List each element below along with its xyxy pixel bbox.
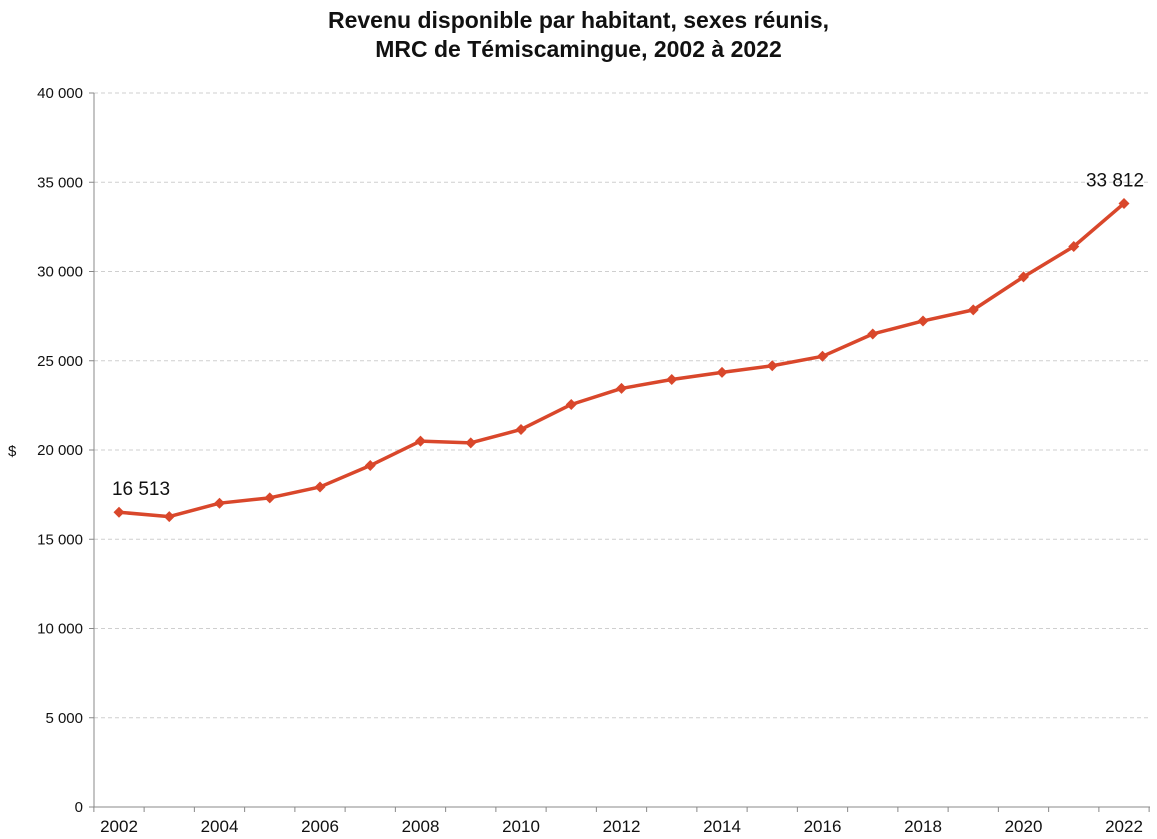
x-tick-label: 2008 bbox=[402, 817, 440, 836]
x-tick-label: 2016 bbox=[804, 817, 842, 836]
x-tick-label: 2012 bbox=[603, 817, 641, 836]
data-point bbox=[515, 423, 527, 435]
x-tick-label: 2002 bbox=[100, 817, 138, 836]
data-point bbox=[716, 366, 728, 378]
x-tick-label: 2018 bbox=[904, 817, 942, 836]
y-tick-label: 0 bbox=[75, 799, 83, 816]
y-axis-label: $ bbox=[8, 443, 17, 460]
y-tick-label: 20 000 bbox=[37, 442, 83, 459]
data-labels: 16 513 33 812 bbox=[112, 170, 1144, 500]
data-point bbox=[817, 350, 828, 362]
y-tick-label: 30 000 bbox=[37, 264, 83, 281]
data-point bbox=[616, 382, 627, 394]
y-tick-label: 25 000 bbox=[37, 353, 83, 370]
y-axis-ticks: 0 5 000 10 000 15 000 20 000 25 000 30 000 35 0… bbox=[37, 85, 94, 816]
data-point bbox=[314, 481, 326, 493]
data-label: 33 812 bbox=[1086, 170, 1144, 191]
data-point bbox=[113, 506, 125, 518]
y-tick-label: 5 000 bbox=[45, 710, 83, 727]
data-point bbox=[163, 511, 175, 523]
data-point bbox=[1068, 241, 1080, 253]
x-axis-ticks: 2002 2004 2006 2008 2010 2012 2014 2016 2018 2020… bbox=[93, 807, 1150, 836]
data-point bbox=[415, 435, 426, 447]
y-tick-label: 35 000 bbox=[37, 174, 83, 191]
gridlines bbox=[94, 92, 1150, 719]
data-point bbox=[364, 460, 376, 472]
y-tick-label: 10 000 bbox=[37, 621, 83, 638]
series-layer bbox=[113, 197, 1130, 523]
data-point bbox=[666, 373, 678, 385]
x-tick-label: 2020 bbox=[1005, 817, 1043, 836]
x-tick-label: 2022 bbox=[1105, 817, 1143, 836]
data-point bbox=[1018, 271, 1029, 283]
data-point bbox=[565, 398, 577, 410]
y-tick-label: 15 000 bbox=[37, 531, 83, 548]
x-tick-label: 2004 bbox=[201, 817, 239, 836]
data-point bbox=[967, 304, 979, 316]
chart-title-line-2: MRC de Témiscamingue, 2002 à 2022 bbox=[375, 36, 782, 62]
data-point bbox=[766, 360, 778, 372]
data-point bbox=[917, 315, 929, 327]
series-line bbox=[118, 202, 1126, 519]
y-tick-label: 40 000 bbox=[37, 85, 83, 102]
data-label: 16 513 bbox=[112, 479, 170, 500]
x-tick-label: 2006 bbox=[301, 817, 339, 836]
chart-title: Revenu disponible par habitant, sexes ré… bbox=[0, 6, 1157, 64]
data-point bbox=[465, 437, 477, 449]
data-point bbox=[214, 497, 225, 509]
x-tick-label: 2014 bbox=[703, 817, 741, 836]
data-point bbox=[264, 492, 276, 504]
data-point bbox=[867, 328, 879, 340]
data-point bbox=[1118, 197, 1130, 209]
chart-title-line-1: Revenu disponible par habitant, sexes ré… bbox=[327, 7, 830, 33]
x-tick-label: 2010 bbox=[502, 817, 540, 836]
